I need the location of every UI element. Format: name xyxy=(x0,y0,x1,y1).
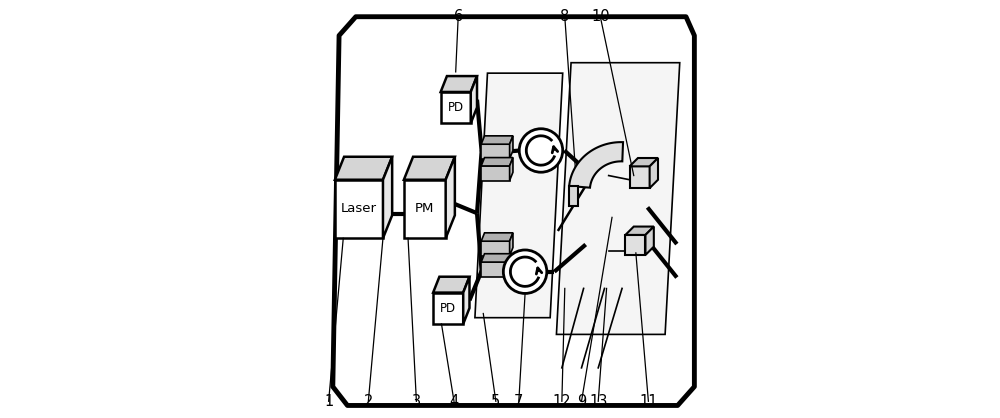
Text: 6: 6 xyxy=(454,9,463,24)
Polygon shape xyxy=(556,63,680,334)
Ellipse shape xyxy=(503,250,547,293)
Polygon shape xyxy=(510,233,513,256)
Polygon shape xyxy=(463,277,469,324)
Polygon shape xyxy=(510,254,513,277)
Polygon shape xyxy=(441,76,477,92)
Text: Laser: Laser xyxy=(341,202,377,216)
Polygon shape xyxy=(481,241,510,256)
Text: 3: 3 xyxy=(412,394,421,409)
Polygon shape xyxy=(510,136,513,159)
Polygon shape xyxy=(333,17,694,405)
Text: 10: 10 xyxy=(591,9,610,24)
Text: 7: 7 xyxy=(514,394,523,409)
Polygon shape xyxy=(481,233,513,241)
Polygon shape xyxy=(404,180,446,238)
Text: 2: 2 xyxy=(364,394,373,409)
Polygon shape xyxy=(625,235,645,255)
Polygon shape xyxy=(481,254,513,262)
Text: 4: 4 xyxy=(449,394,459,409)
Polygon shape xyxy=(630,158,658,166)
Text: 13: 13 xyxy=(589,394,607,409)
Polygon shape xyxy=(471,76,477,123)
Polygon shape xyxy=(335,180,383,238)
Text: 9: 9 xyxy=(577,394,586,409)
Polygon shape xyxy=(433,277,469,293)
Text: 1: 1 xyxy=(324,394,333,409)
Polygon shape xyxy=(650,158,658,188)
Polygon shape xyxy=(404,157,455,180)
Polygon shape xyxy=(630,166,650,188)
Polygon shape xyxy=(510,158,513,181)
Polygon shape xyxy=(481,262,510,277)
Text: 8: 8 xyxy=(560,9,569,24)
Polygon shape xyxy=(481,166,510,181)
Polygon shape xyxy=(645,227,654,255)
Polygon shape xyxy=(625,227,654,235)
Polygon shape xyxy=(441,92,471,123)
Text: PM: PM xyxy=(415,202,434,216)
Polygon shape xyxy=(335,157,392,180)
Polygon shape xyxy=(433,293,463,324)
Polygon shape xyxy=(475,73,563,318)
Polygon shape xyxy=(446,157,455,238)
Polygon shape xyxy=(481,158,513,166)
Text: PD: PD xyxy=(448,101,464,114)
Text: 12: 12 xyxy=(553,394,571,409)
Ellipse shape xyxy=(519,129,563,172)
Polygon shape xyxy=(383,157,392,238)
Polygon shape xyxy=(481,136,513,144)
Polygon shape xyxy=(569,186,578,206)
Text: 5: 5 xyxy=(491,394,500,409)
Text: 11: 11 xyxy=(639,394,658,409)
Polygon shape xyxy=(481,144,510,159)
Text: PD: PD xyxy=(440,302,456,315)
Polygon shape xyxy=(569,142,623,188)
